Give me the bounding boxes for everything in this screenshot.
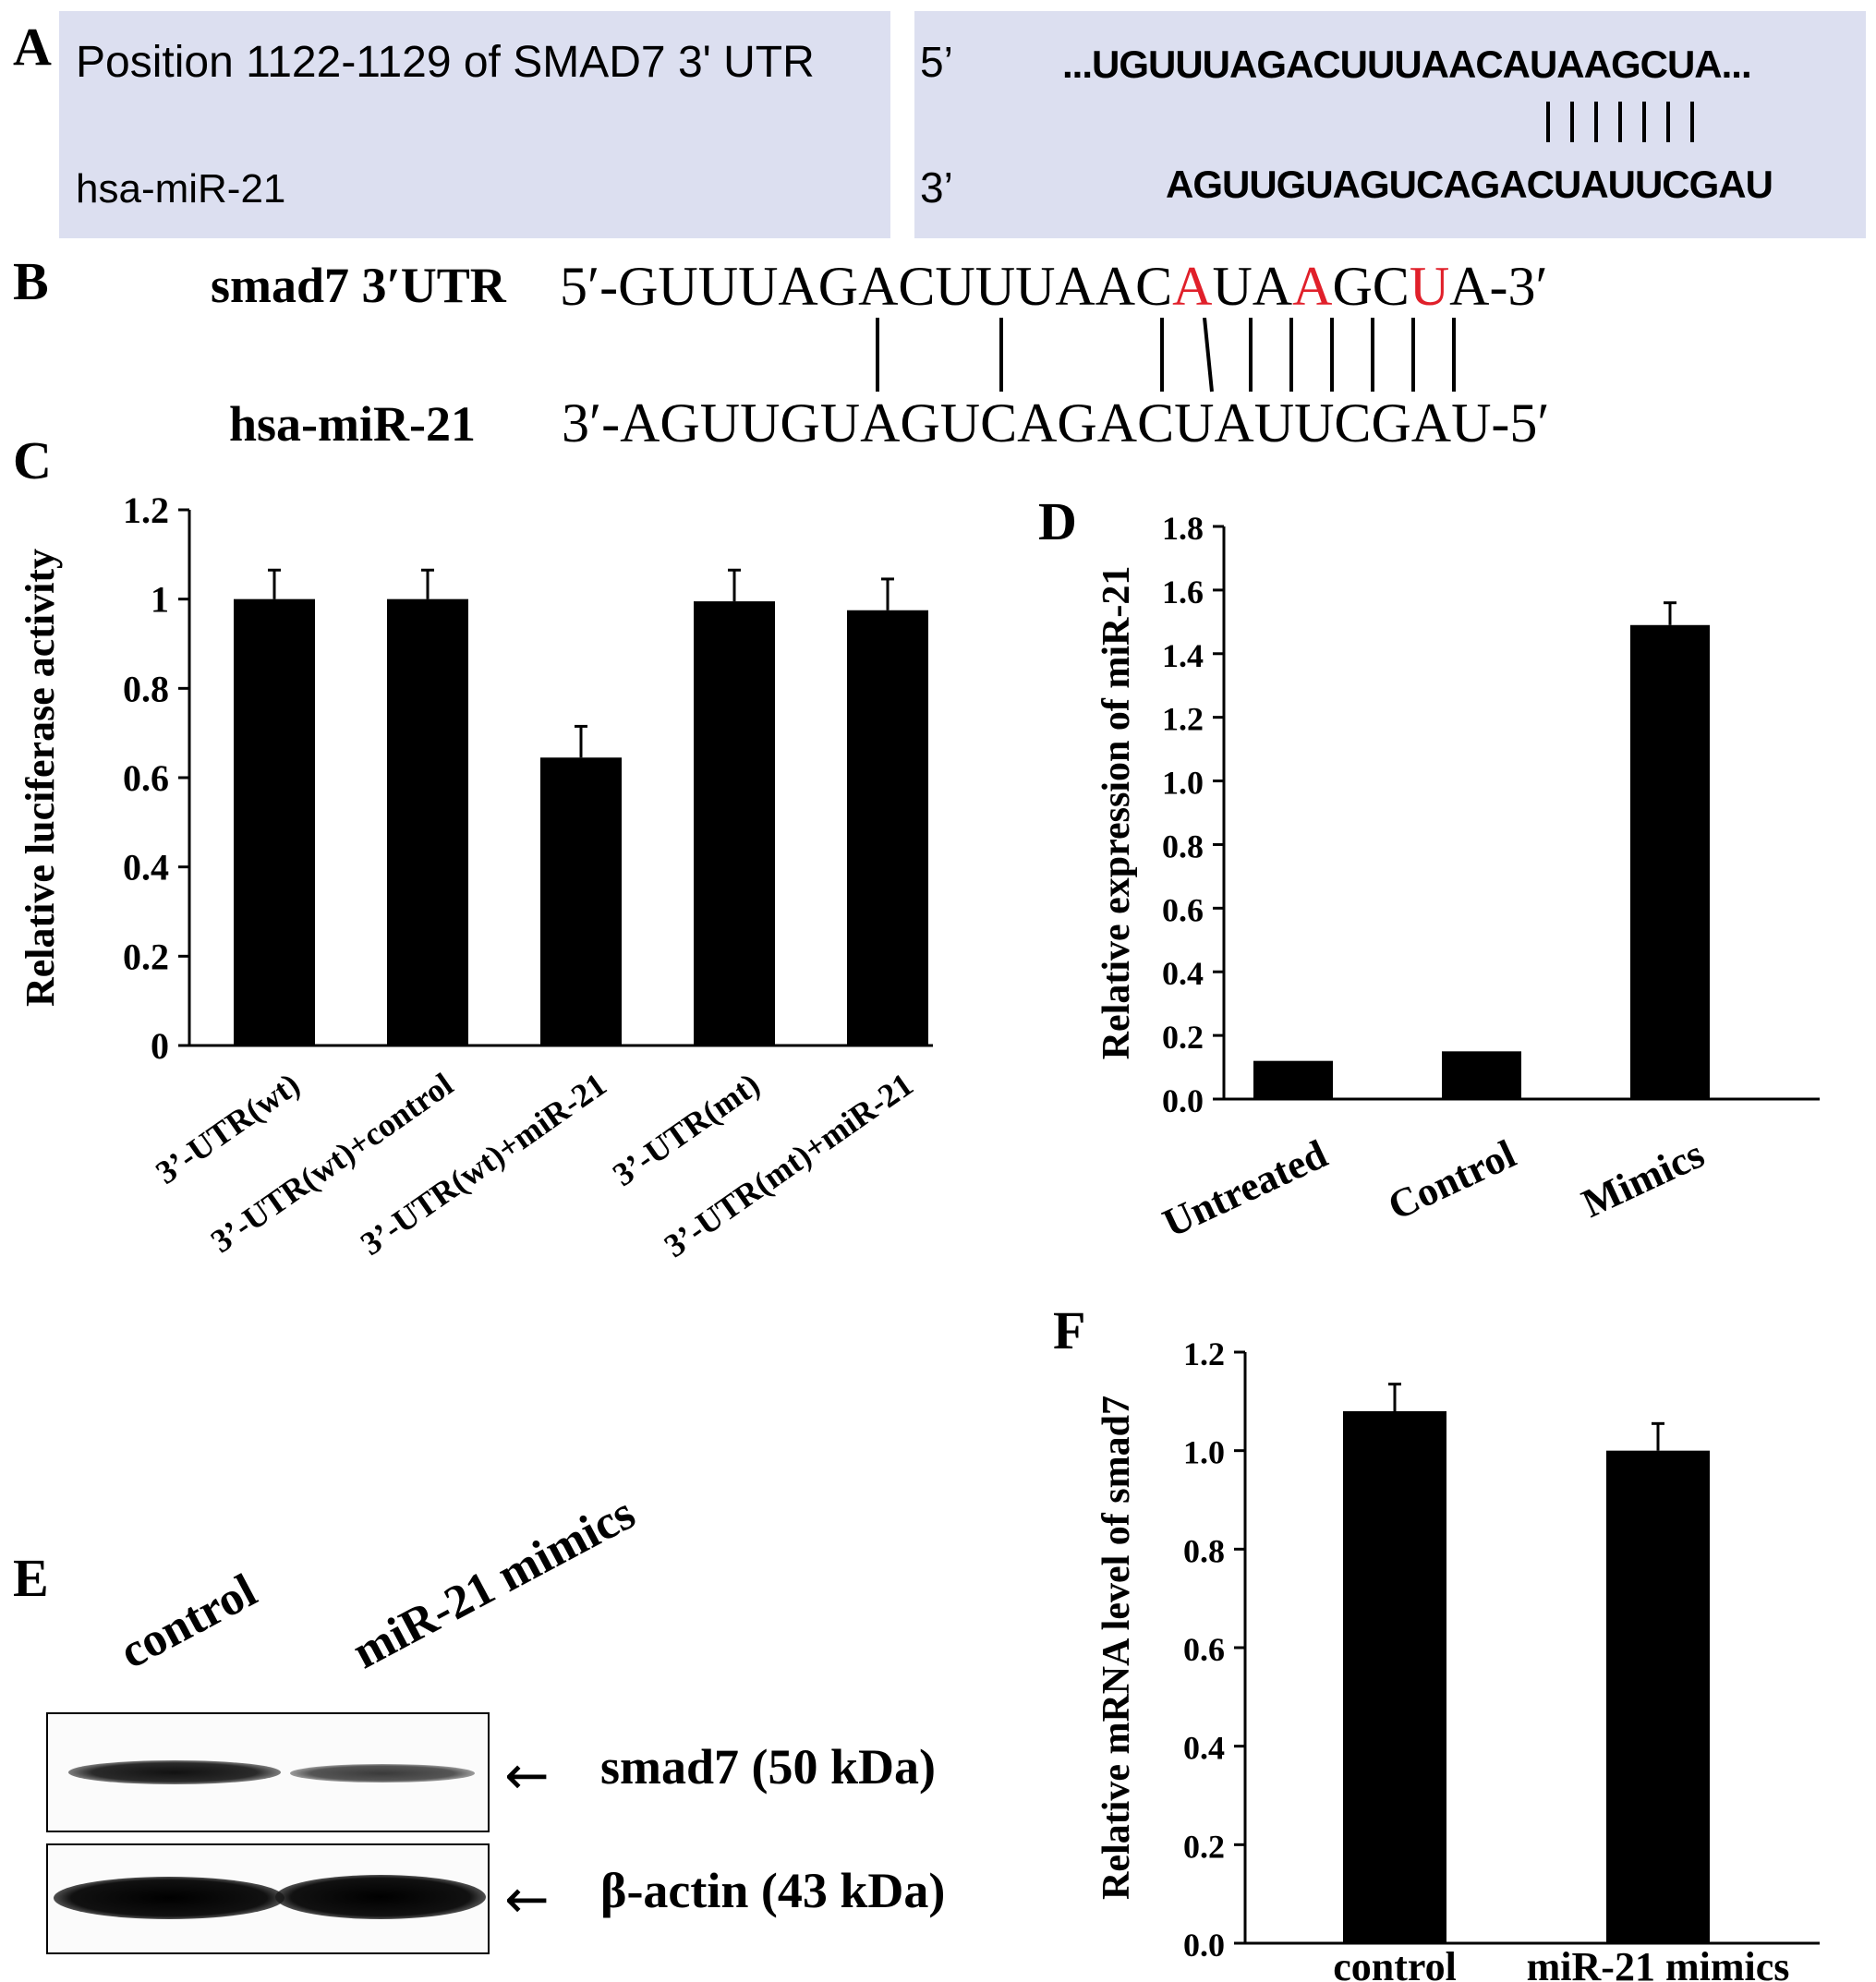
mir21-expression-chart: 0.0 0.2 0.4 0.6 0.8 1.0 1.2 1.4 1.6 1.8 Relative e… [1095,510,1820,1247]
y-tick-label: 0.0 [1183,1927,1225,1964]
category-label: miR-21 mimics [1527,1944,1790,1982]
y-tick-label: 0 [151,1025,169,1067]
panel-a-five-prime: 5’ [920,38,953,86]
category-label: 3’-UTR(wt)+miR-21 [354,1066,613,1263]
panel-b-pairing-lines [876,318,1456,393]
panel-label-a: A [13,17,52,77]
panel-label-e: E [13,1548,49,1608]
panel-a-mirna-name: hsa-miR-21 [76,166,286,211]
y-tick-label: 1 [151,579,169,621]
y-tick-label: 0.2 [1183,1828,1225,1865]
band-smad7-mimics [290,1764,475,1783]
mutated-base: U [1409,256,1450,317]
arrow-left-icon: ← [504,1744,550,1807]
panel-a-three-prime: 3’ [920,163,953,211]
bar [1630,624,1710,1099]
panel-label-c: C [13,430,52,490]
y-tick-label: 0.6 [1162,891,1204,928]
category-label: Control [1381,1131,1522,1229]
y-tick-label: 0.4 [1162,955,1204,992]
blot-actin [46,1843,490,1954]
y-tick-label: 1.0 [1162,765,1204,802]
y-tick-label: 0.8 [123,668,169,709]
band-actin-mimics [275,1875,486,1919]
target-seq-part: A-3′ [1449,256,1548,317]
y-tick-label: 0.8 [1162,828,1204,864]
panel-b-mirna-name: hsa-miR-21 [229,396,476,452]
band-label-smad7: smad7 (50 kDa) [600,1739,937,1795]
lane-label-control: control [111,1564,265,1680]
bar [1606,1450,1710,1943]
blot-smad7 [46,1712,490,1832]
bar [1343,1411,1446,1943]
luciferase-chart: 0 0.2 0.4 0.6 0.8 1 1.2 Relative luciferase act… [18,489,933,1264]
target-seq-part: UA [1212,256,1293,317]
bar [694,601,775,1045]
target-seq-part: 5′-GUUUAGACUUUAAC [560,256,1173,317]
y-tick-label: 0.6 [1183,1631,1225,1668]
panel-a-target-seq: ...UGUUUAGACUUUAACAUAAGCUA... [1062,42,1752,86]
category-label: 3’-UTR(mt)+miR-21 [658,1066,920,1264]
mutated-base: A [1172,256,1213,317]
y-axis-label: Relative luciferase activity [18,549,63,1007]
panel-a-pairing-lines [1546,102,1694,142]
panel-label-b: B [13,251,49,311]
y-tick-label: 0.4 [123,847,169,888]
lane-label-mimics: miR-21 mimics [344,1486,644,1680]
arrow-left-icon: ← [504,1867,550,1930]
band-actin-control [54,1877,284,1919]
y-tick-label: 1.6 [1162,574,1204,610]
bar [387,598,468,1045]
panel-b-mirna-seq: 3′-AGUUGUAGUCAGACUAUUCGAU-5′ [562,393,1550,453]
panel-b-target-seq: 5′-GUUUAGACUUUAACAUAAGCUA-3′ [560,255,1548,319]
y-axis-label: Relative expression of miR-21 [1095,566,1138,1060]
bar [234,598,315,1045]
y-tick-label: 1.2 [1162,701,1204,738]
panel-label-f: F [1053,1300,1086,1360]
panel-b-target-name: smad7 3′UTR [211,258,506,313]
band-smad7-control [68,1760,281,1784]
panel-label-d: D [1038,491,1077,551]
category-label: Untreated [1156,1131,1334,1247]
bar [540,757,622,1045]
panel-a-left-box [59,11,890,238]
y-axis-label: Relative mRNA level of smad7 [1095,1396,1138,1900]
smad7-mrna-chart: 0.0 0.2 0.4 0.6 0.8 1.0 1.2 Relative mRNA level… [1095,1335,1820,1982]
target-seq-part: GC [1332,256,1410,317]
band-label-actin: β-actin (43 kDa) [600,1863,946,1918]
bar [847,610,928,1045]
y-tick-label: 0.8 [1183,1532,1225,1569]
y-tick-label: 0.6 [123,757,169,799]
y-tick-label: 0.4 [1183,1730,1225,1767]
y-tick-label: 0.0 [1162,1082,1204,1119]
bar [1442,1051,1521,1099]
category-label: 3’-UTR(wt) [149,1066,306,1191]
y-tick-label: 1.4 [1162,637,1204,674]
panel-a-right-box [914,11,1866,238]
y-tick-label: 0.2 [123,936,169,977]
y-tick-label: 1.8 [1162,510,1204,547]
y-tick-label: 1.2 [123,489,169,531]
panel-a-mirna-seq: AGUUGUAGUCAGACUAUUCGAU [1166,163,1773,206]
panel-a-position-text: Position 1122-1129 of SMAD7 3' UTR [76,38,815,87]
y-tick-label: 1.2 [1183,1335,1225,1372]
y-tick-label: 0.2 [1162,1019,1204,1056]
category-label: Mimics [1575,1131,1711,1227]
mutated-base: A [1292,256,1333,317]
bar [1253,1060,1333,1099]
category-label: control [1333,1944,1457,1982]
y-tick-label: 1.0 [1183,1434,1225,1471]
